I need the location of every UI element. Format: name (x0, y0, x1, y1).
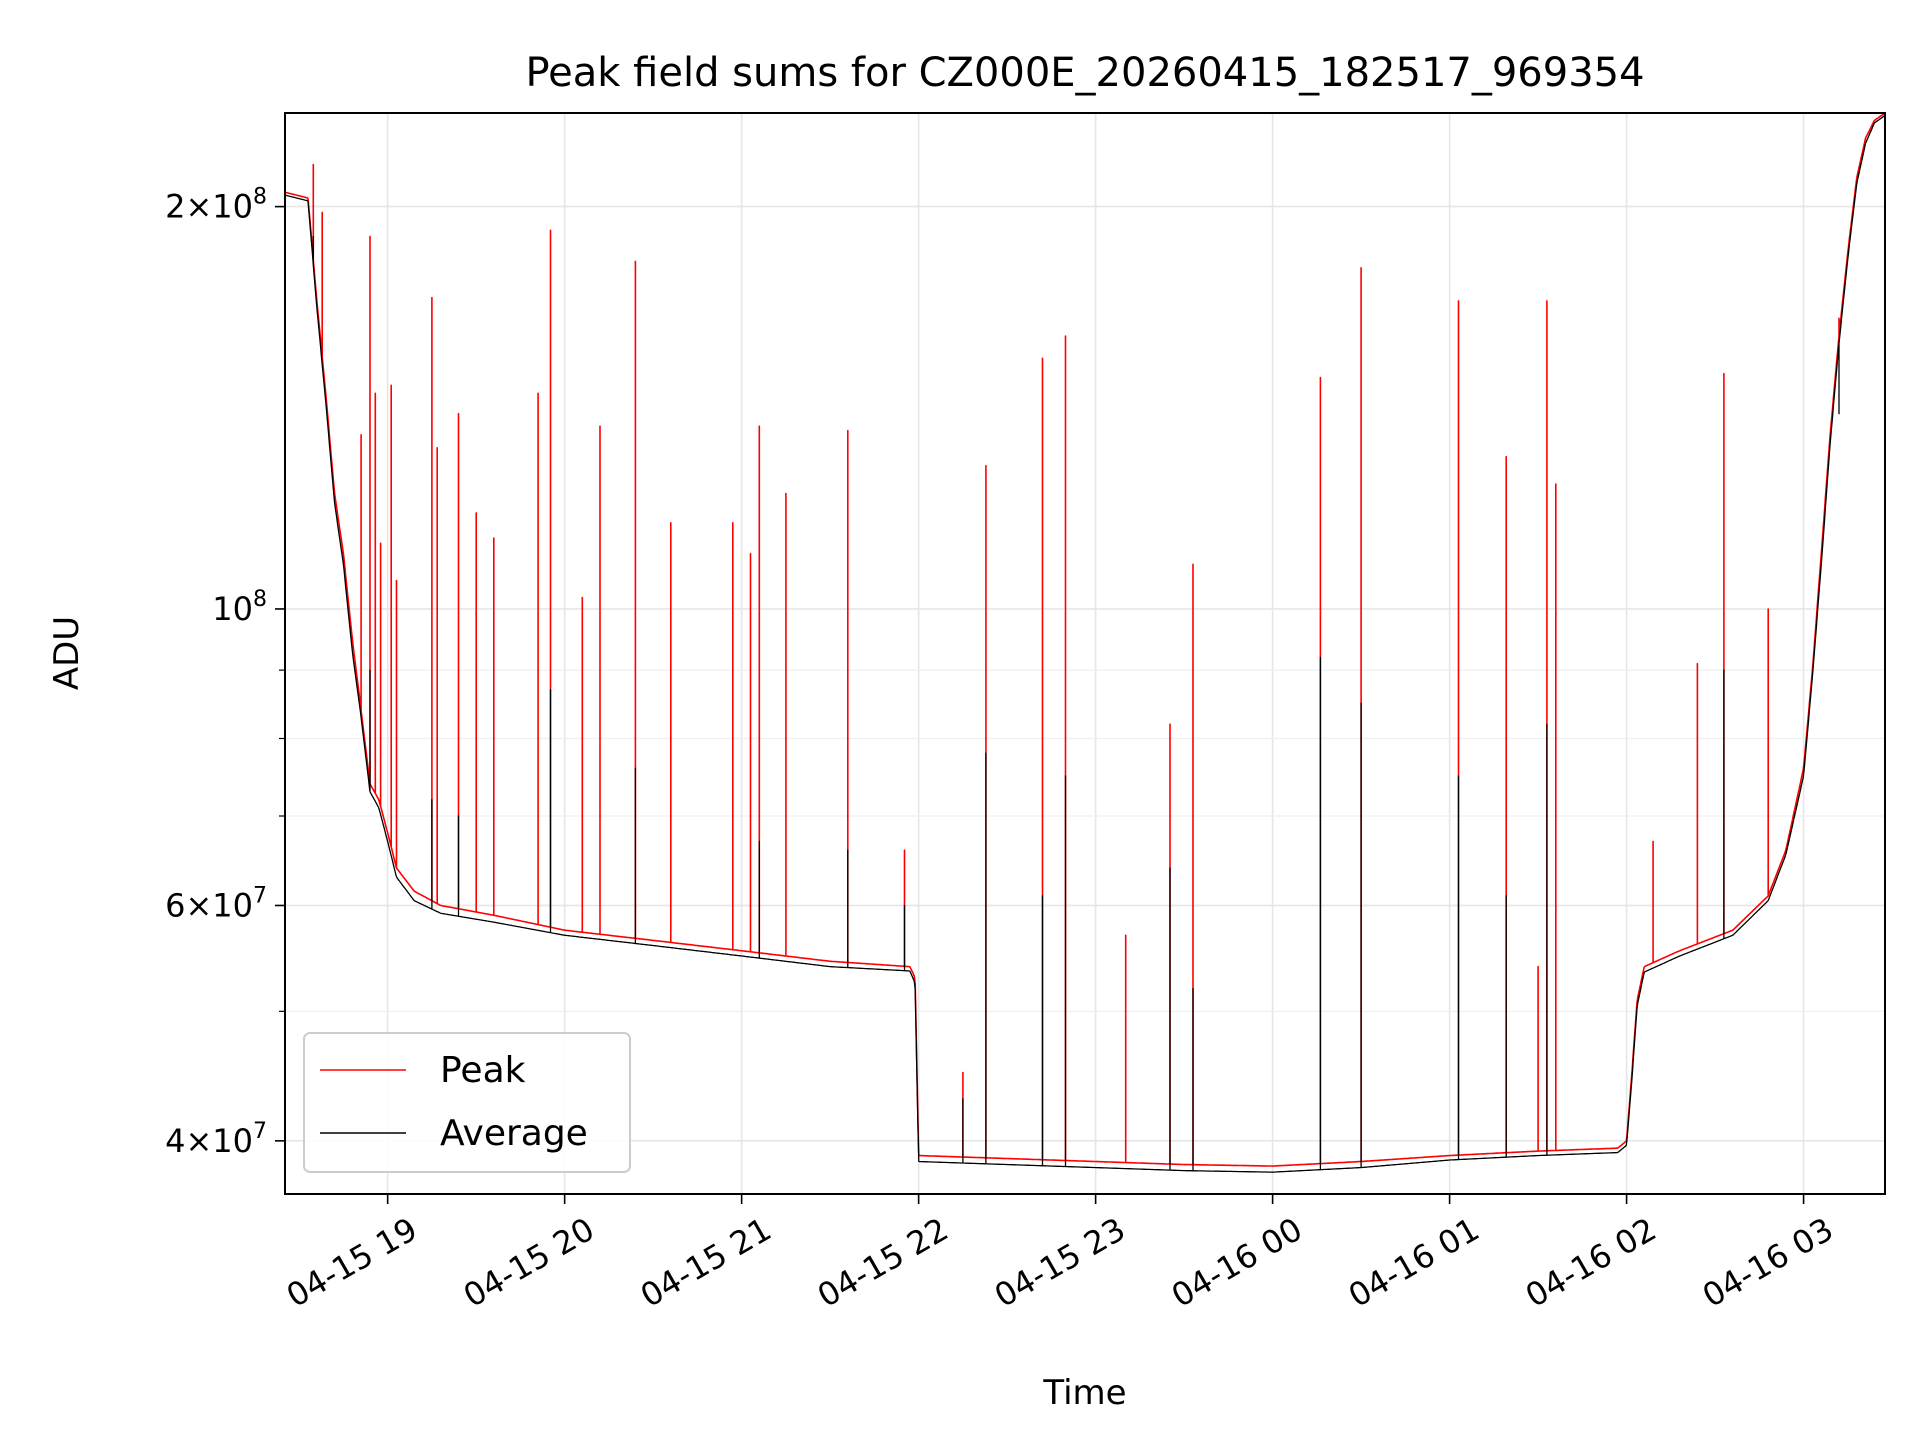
y-tick-label: 6×107 (165, 883, 267, 924)
legend-peak-label: Peak (440, 1050, 526, 1091)
grid (285, 113, 1885, 1194)
plot-frame (284, 112, 1886, 1195)
y-tick-label: 108 (212, 587, 267, 628)
peak-series-line (285, 113, 1885, 1167)
legend-box (303, 1032, 631, 1173)
x-axis-label: Time (1042, 1373, 1126, 1413)
y-axis-label: ADU (47, 616, 87, 690)
y-tick-label: 4×107 (165, 1119, 267, 1160)
average-series-line (285, 114, 1885, 1173)
legend: Peak Average (303, 1032, 631, 1173)
y-tick-label: 2×108 (165, 185, 267, 226)
series-layer (285, 113, 1885, 1173)
legend-average-label: Average (440, 1113, 588, 1154)
chart-title: Peak field sums for CZ000E_20260415_1825… (525, 50, 1644, 96)
